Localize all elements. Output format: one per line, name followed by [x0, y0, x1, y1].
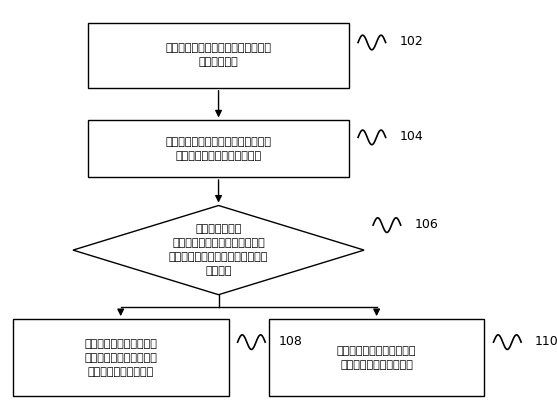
- Polygon shape: [73, 206, 364, 295]
- Text: 106: 106: [414, 218, 438, 231]
- Text: 检测是否获取到对所述空调器运行模
式的调整指令: 检测是否获取到对所述空调器运行模 式的调整指令: [165, 44, 272, 67]
- Text: 102: 102: [399, 35, 423, 48]
- Text: 108: 108: [278, 335, 302, 348]
- Text: 104: 104: [399, 130, 423, 143]
- Text: 在确定获取到所述调控指令时，获取
室外环境温度和室内环境温度: 在确定获取到所述调控指令时，获取 室外环境温度和室内环境温度: [165, 137, 272, 161]
- Text: 在确定所述调整指令非误操
作时，响应所述调整指令: 在确定所述调整指令非误操 作时，响应所述调整指令: [337, 346, 417, 369]
- Text: 在确定所述调整指令为误
操作时，不响应所述调整
指令，并进行报警提示: 在确定所述调整指令为误 操作时，不响应所述调整 指令，并进行报警提示: [84, 339, 157, 376]
- FancyBboxPatch shape: [268, 319, 485, 396]
- FancyBboxPatch shape: [88, 23, 349, 88]
- FancyBboxPatch shape: [88, 120, 349, 177]
- Text: 根据所述室外环
境温度、室内环境温度以及所述
调整指令，判断所述调整指令是否
为误操作: 根据所述室外环 境温度、室内环境温度以及所述 调整指令，判断所述调整指令是否 为…: [169, 224, 268, 276]
- FancyBboxPatch shape: [13, 319, 228, 396]
- Text: 110: 110: [535, 335, 557, 348]
